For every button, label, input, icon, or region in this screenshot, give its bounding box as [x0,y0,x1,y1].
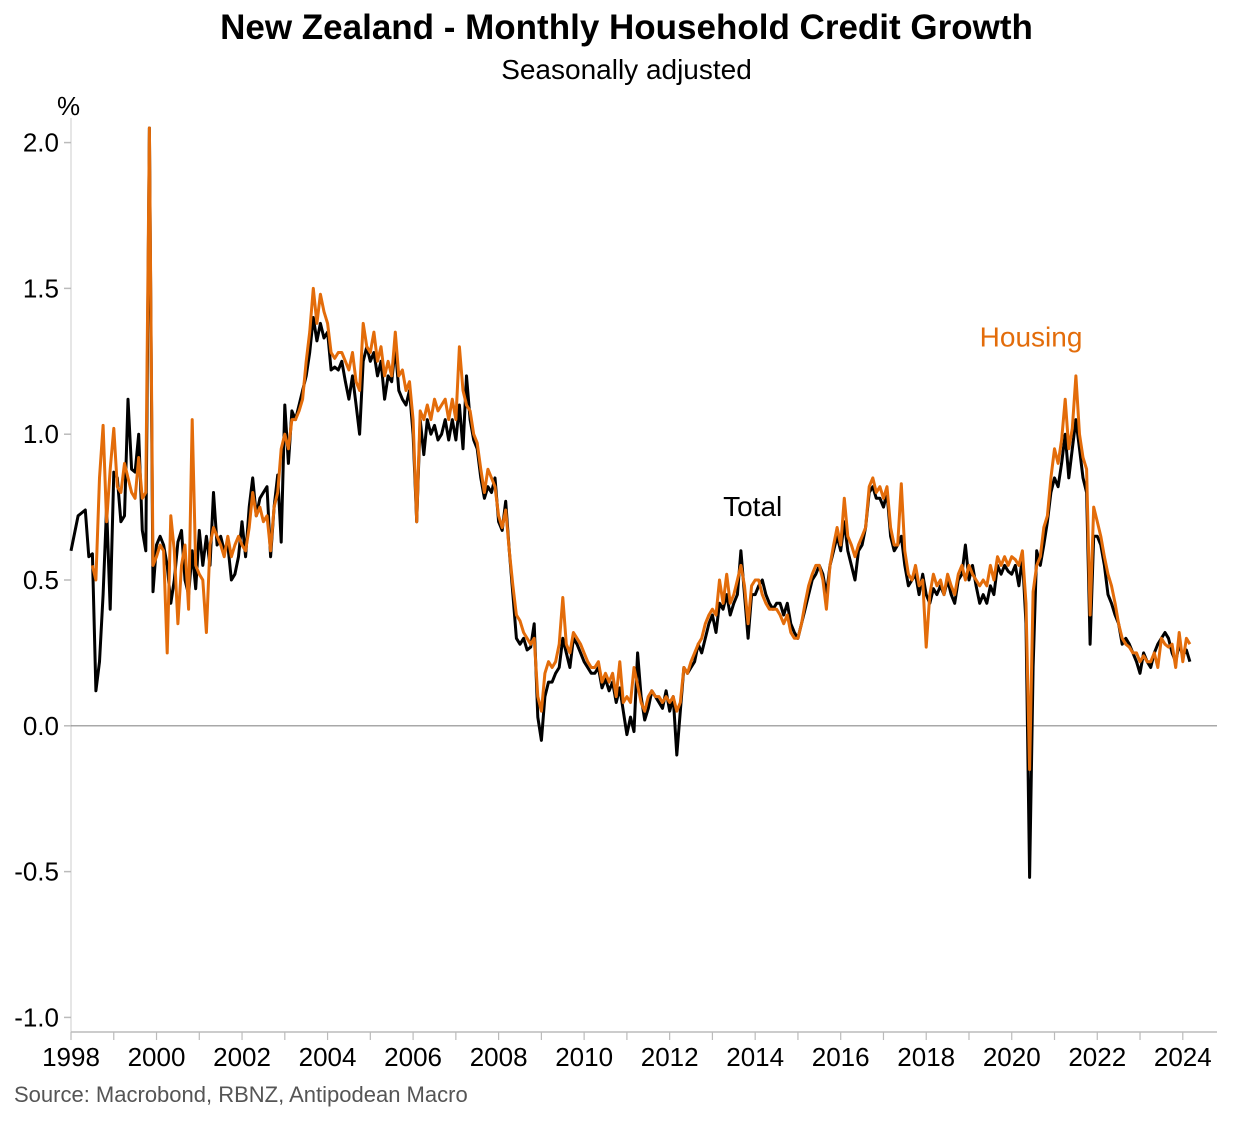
x-tick-label: 2020 [983,1042,1041,1072]
x-tick-label: 2018 [897,1042,955,1072]
source-note: Source: Macrobond, RBNZ, Antipodean Macr… [14,1082,468,1107]
y-tick-label: 0.0 [23,711,59,741]
y-tick-label: 1.0 [23,419,59,449]
x-tick-label: 2014 [726,1042,784,1072]
x-tick-label: 2008 [470,1042,528,1072]
series-label-housing: Housing [980,322,1083,353]
y-unit-label: % [57,91,80,121]
y-tick-label: -0.5 [14,857,59,887]
series-line-total [69,126,1192,879]
y-tick-label: 2.0 [23,128,59,158]
series-labels: Total Housing [723,322,1082,522]
chart-title: New Zealand - Monthly Household Credit G… [220,8,1033,47]
series-label-total: Total [723,491,782,522]
series-line-housing [90,126,1192,771]
y-tick-label: 1.5 [23,273,59,303]
chart-subtitle: Seasonally adjusted [501,54,752,85]
x-tick-label: 2000 [128,1042,186,1072]
x-tick-label: 2004 [299,1042,357,1072]
x-tick-label: 2024 [1154,1042,1212,1072]
x-tick-label: 2006 [384,1042,442,1072]
x-tick-label: 2012 [641,1042,699,1072]
y-tick-label: -1.0 [14,1002,59,1032]
x-tick-label: 2016 [812,1042,870,1072]
x-tick-label: 2002 [213,1042,271,1072]
x-tick-label: 1998 [42,1042,100,1072]
series-lines [69,126,1192,879]
y-tick-label: 0.5 [23,565,59,595]
x-tick-label: 2022 [1068,1042,1126,1072]
x-tick-label: 2010 [555,1042,613,1072]
axes: % 2.0 1.5 1.0 0.5 0.0 -0.5 -1.0 1998 2000 2002 2004… [14,91,1217,1072]
